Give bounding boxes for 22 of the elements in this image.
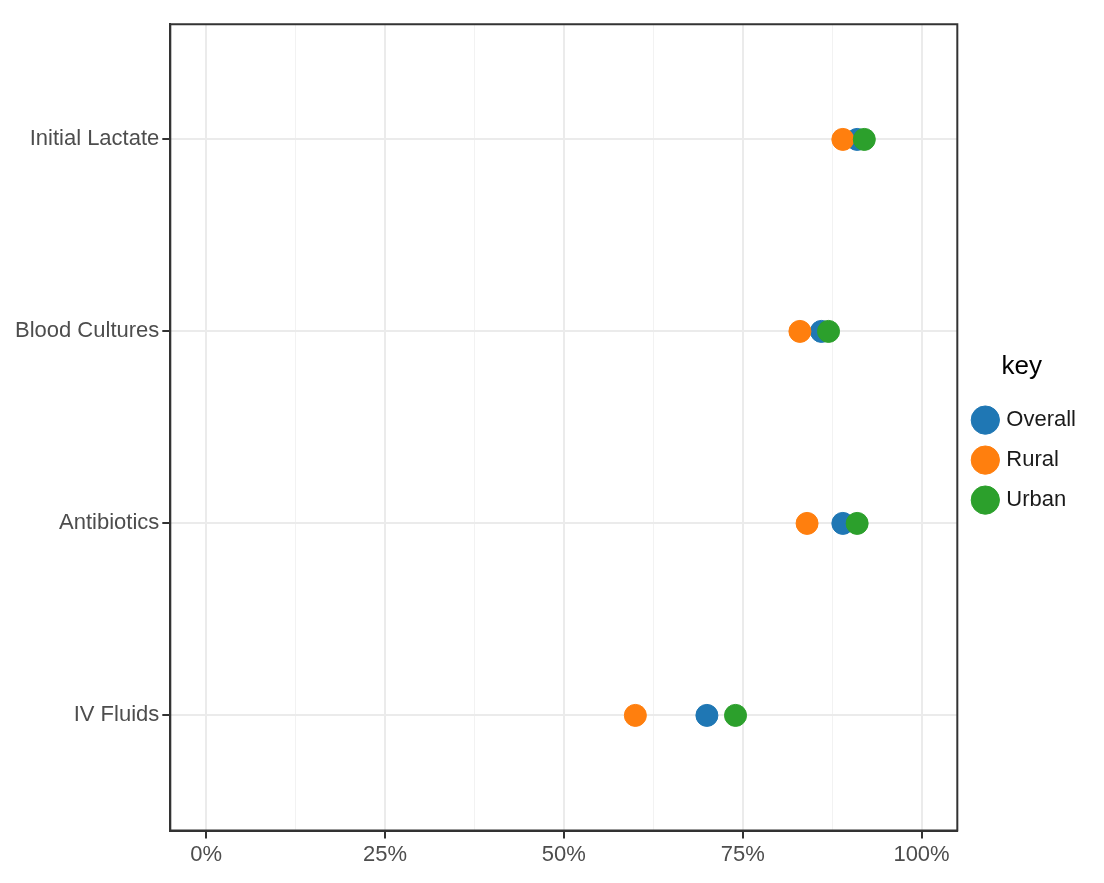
point [852, 127, 876, 151]
x-tick-label: 100% [893, 840, 950, 866]
x-tick-label: 75% [720, 840, 765, 866]
legend-label: Overall [1006, 406, 1076, 432]
point [831, 127, 855, 151]
point [695, 703, 719, 727]
point [623, 703, 647, 727]
x-tick-label: 50% [541, 840, 586, 866]
y-tick-label: Blood Cultures [14, 317, 160, 343]
point [724, 703, 748, 727]
y-tick-label: IV Fluids [73, 701, 160, 727]
y-tick-label: Antibiotics [59, 509, 160, 535]
legend-title: key [1001, 350, 1042, 381]
legend-label: Rural [1006, 446, 1059, 472]
point [795, 511, 819, 535]
x-tick-label: 25% [362, 840, 407, 866]
y-tick-label: Initial Lactate [29, 125, 160, 151]
point [845, 511, 869, 535]
x-tick-label: 0% [190, 840, 222, 866]
legend-label: Urban [1006, 486, 1067, 512]
point [817, 319, 841, 343]
point [788, 319, 812, 343]
